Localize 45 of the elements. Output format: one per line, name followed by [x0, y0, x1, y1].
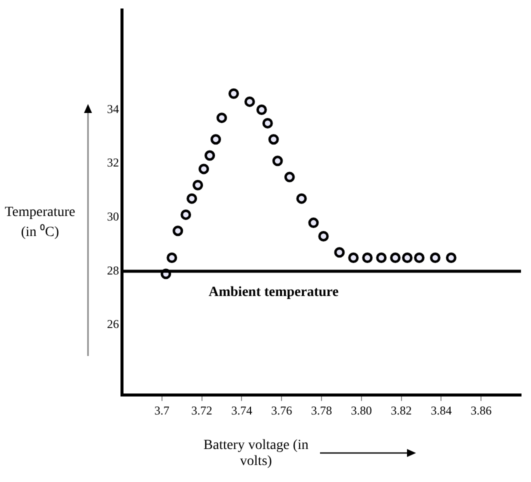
y-axis-title: Temperature (in ⁰C) — [4, 205, 76, 241]
y-tick-label: 26 — [107, 317, 119, 332]
y-tick-label: 28 — [107, 263, 119, 278]
point — [262, 118, 273, 128]
x-tick-label: 3.84 — [430, 403, 452, 418]
point — [308, 218, 319, 228]
point — [414, 252, 425, 264]
point — [284, 172, 295, 182]
point — [376, 252, 387, 264]
x-axis-title: Battery voltage (in volts) — [202, 438, 310, 470]
point — [390, 252, 401, 264]
point — [228, 88, 239, 99]
x-tick-label: 3.74 — [231, 403, 252, 418]
y-tick-label: 34 — [107, 102, 119, 116]
point — [334, 247, 345, 258]
point — [186, 193, 198, 204]
point — [204, 150, 216, 161]
point — [198, 164, 210, 174]
y-tick-label: 32 — [107, 156, 119, 170]
point — [272, 156, 283, 166]
point — [348, 252, 359, 264]
point — [172, 226, 184, 236]
point — [296, 193, 307, 204]
point — [244, 96, 255, 107]
x-tick-label: 3.78 — [311, 403, 332, 418]
point — [318, 230, 329, 242]
point — [430, 252, 440, 264]
y-tick-label: 30 — [107, 210, 119, 224]
ref-line-label: Ambient temperature — [208, 284, 339, 300]
point — [210, 134, 222, 145]
point — [216, 112, 227, 124]
x-tick-label: 3.82 — [390, 403, 412, 418]
point — [180, 209, 192, 220]
point — [268, 134, 279, 145]
x-tick-label: 3.72 — [191, 403, 212, 418]
point — [402, 252, 413, 264]
point — [166, 252, 178, 264]
x-tick-label: 3.86 — [470, 403, 492, 418]
x-tick-label: 3.7 — [154, 403, 170, 418]
point — [256, 104, 267, 116]
point — [192, 180, 204, 190]
point — [362, 252, 373, 264]
x-tick-label: 3.80 — [350, 403, 372, 418]
point — [446, 252, 456, 264]
x-tick-label: 3.76 — [271, 403, 292, 418]
